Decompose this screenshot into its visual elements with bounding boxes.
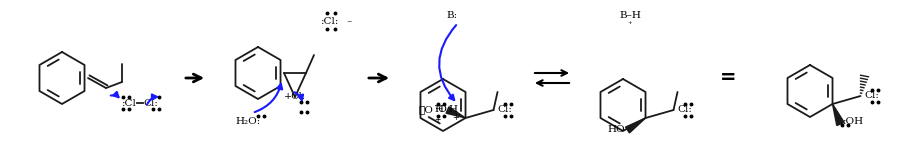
Text: Cl:: Cl: [498,105,512,114]
Text: :OH: :OH [842,117,863,126]
FancyArrowPatch shape [111,92,118,97]
Text: H: H [435,105,444,114]
Text: B–H: B–H [619,10,641,20]
Polygon shape [833,104,844,126]
Text: +: + [452,113,459,123]
Text: HO: HO [608,126,625,134]
Text: ·̈O: ·̈O [436,105,447,114]
FancyArrowPatch shape [439,25,456,100]
Text: ⁺: ⁺ [628,21,632,30]
FancyArrowPatch shape [254,84,282,112]
Text: +Cl:: +Cl: [284,92,306,101]
Text: =: = [720,68,736,88]
Text: :Cl: :Cl [122,98,137,108]
Text: H₂O:: H₂O: [235,117,261,126]
Text: +: + [435,114,441,124]
FancyArrowPatch shape [147,94,157,104]
Polygon shape [446,107,465,118]
Text: :Cl:: :Cl: [321,16,339,25]
Polygon shape [626,118,646,133]
Text: ⁻: ⁻ [346,19,352,29]
FancyArrowPatch shape [295,92,303,100]
Text: Cl:: Cl: [677,105,693,114]
Text: H: H [448,105,457,114]
Text: B:: B: [446,10,457,20]
Text: ͦO: ͦO [419,105,434,114]
Text: Cl:: Cl: [143,98,158,108]
Text: Cl:: Cl: [864,91,879,101]
